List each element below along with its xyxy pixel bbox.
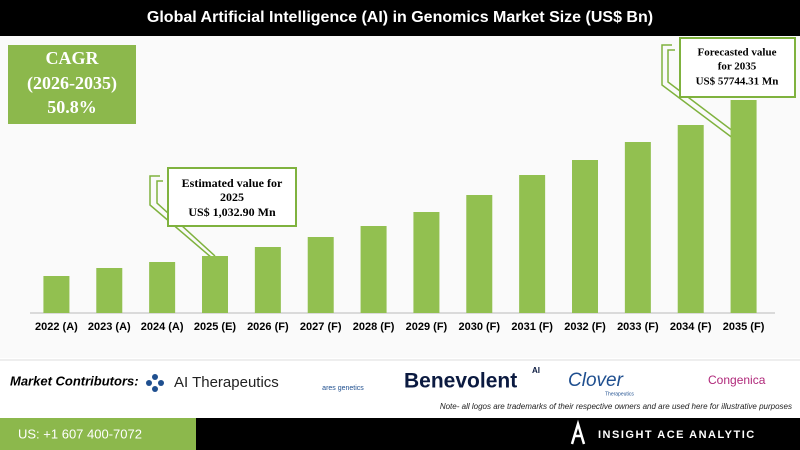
callout-connector [156,180,216,257]
x-tick-label: 2025 (E) [194,321,237,333]
bars: 2022 (A) 2023 (A) 2024 (A) 2025 (E) 2026 (F)… [35,100,765,333]
bar [624,142,651,313]
x-tick-label: 2026 (F) [247,321,289,333]
logo-icon [146,374,164,392]
callout-text: 2025 [220,190,244,204]
footer-phone: US: +1 607 400-7072 [18,426,142,441]
x-tick-label: 2030 (F) [458,321,500,333]
logo: Therapeutics [605,391,634,397]
x-tick-label: 2033 (F) [617,321,659,333]
callout-connector [661,44,739,143]
logo: AI Therapeutics [174,374,279,391]
bar [307,237,334,313]
contributors-label: Market Contributors: [10,373,139,388]
bar [572,160,598,313]
title-bar [0,0,800,36]
cagr-value: 50.8% [47,97,97,117]
callout-text: US$ 57744.31 Mn [696,76,779,88]
logo: AI [532,366,540,375]
logo: ares genetics [322,385,364,392]
callout-text: US$ 1,032.90 Mn [188,205,276,219]
bar [149,262,176,313]
callout-text: Estimated value for [182,176,283,190]
footer-brand: INSIGHT ACE ANALYTIC [598,429,756,441]
note: Note- all logos are trademarks of their … [440,402,792,411]
cagr-box [8,45,136,124]
bar [254,247,281,313]
callout-connector [667,49,743,139]
cagr-label: CAGR [46,48,100,68]
bar [43,276,70,313]
logo: Clover [568,370,624,391]
logo: Benevolent [404,370,517,393]
callout-box [167,167,297,227]
bar [360,226,387,313]
x-tick-label: 2022 (A) [35,321,78,333]
cagr-period: (2026-2035) [27,73,117,94]
x-tick-label: 2034 (F) [670,321,712,333]
bar [519,175,546,313]
x-tick-label: 2032 (F) [564,321,606,333]
footer-phone-bg [0,418,196,450]
x-tick-label: 2027 (F) [300,321,342,333]
bar [202,256,228,313]
chart-title: Global Artificial Intelligence (AI) in G… [147,9,653,26]
bar [413,212,440,313]
x-tick-label: 2024 (A) [141,321,184,333]
x-tick-label: 2028 (F) [353,321,395,333]
logo: Congenica [708,373,766,387]
callout-text: Forecasted value [698,47,777,59]
bar [96,268,123,313]
x-tick-label: 2035 (F) [723,321,765,333]
x-tick-label: 2029 (F) [406,321,448,333]
callout-connector [149,175,213,259]
brand-icon [570,419,586,445]
callout-text: for 2035 [718,61,757,73]
x-tick-label: 2031 (F) [511,321,553,333]
x-tick-label: 2023 (A) [88,321,131,333]
bar [677,125,704,313]
callout-box [679,37,796,98]
bar [466,195,493,313]
bar [730,100,757,313]
